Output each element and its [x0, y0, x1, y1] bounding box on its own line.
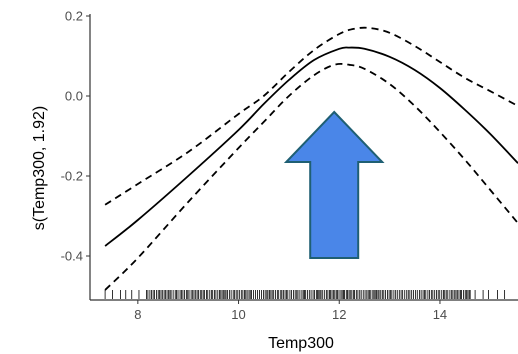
series-lower-ci [104, 62, 518, 291]
annotation-group [283, 110, 385, 259]
x-axis-title: Temp300 [268, 335, 334, 352]
x-tick-label: 12 [332, 307, 346, 322]
rug-marks [104, 290, 506, 299]
y-tick-label: 0.0 [65, 89, 83, 104]
series-fit [104, 46, 518, 247]
y-axis-title: s(Temp300, 1.92) [31, 106, 48, 231]
series-group [104, 26, 518, 291]
annotation-up-arrow [283, 110, 385, 259]
y-tick-label: -0.2 [61, 169, 83, 184]
y-tick-label: -0.4 [61, 249, 83, 264]
x-tick-label: 14 [433, 307, 447, 322]
y-tick-label: 0.2 [65, 9, 83, 24]
x-tick-label: 8 [134, 307, 141, 322]
x-tick-label: 10 [231, 307, 245, 322]
axes-group: 0.2 0.0 -0.2 -0.4 8 10 12 14 [61, 9, 518, 322]
